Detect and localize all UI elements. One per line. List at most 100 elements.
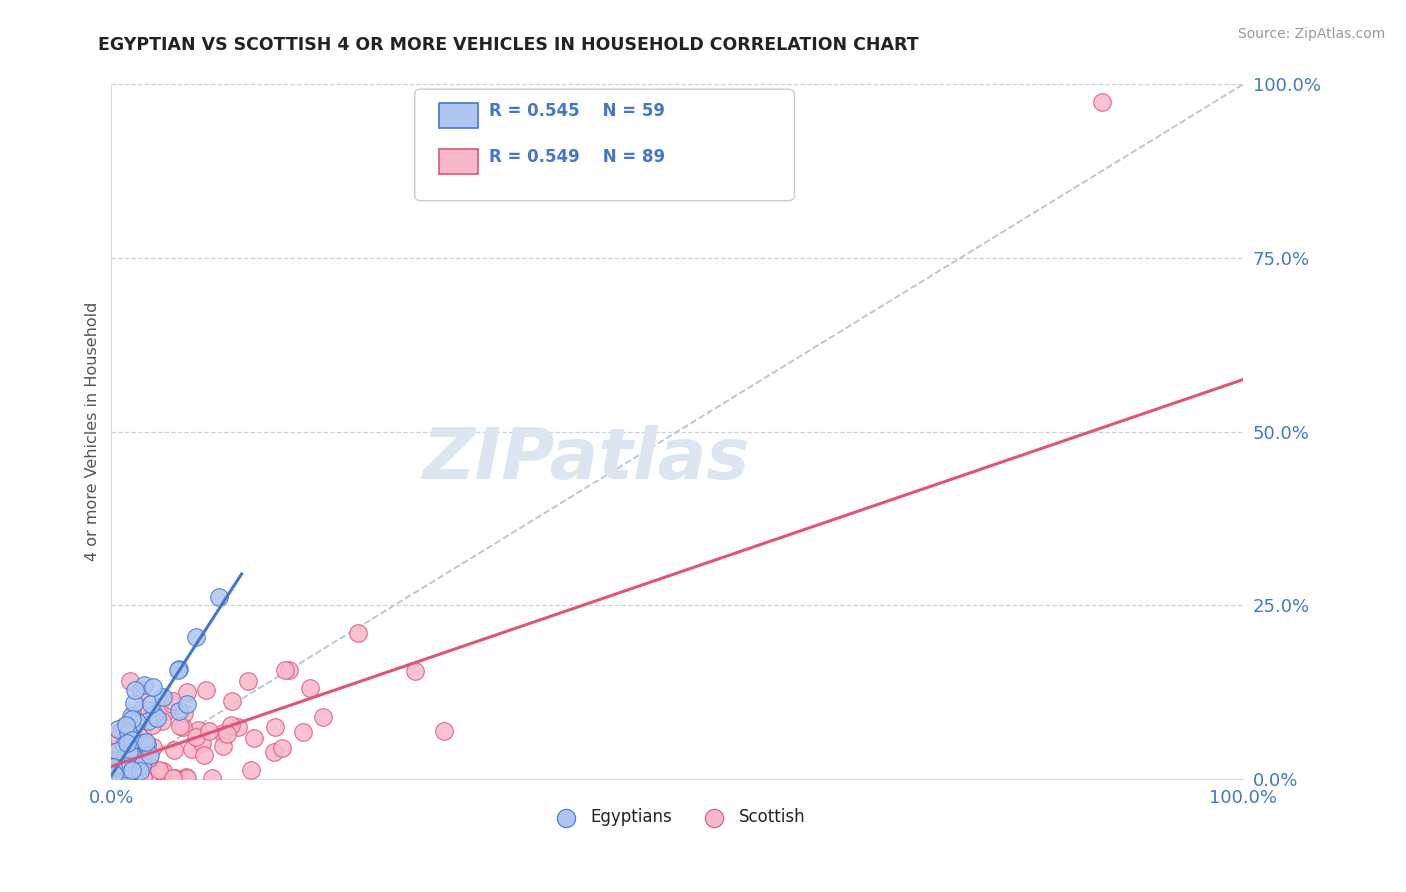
Point [176, 685, 198, 699]
Point [114, 737, 136, 751]
Point [110, 770, 132, 784]
Point [114, 771, 136, 785]
Point [122, 771, 145, 785]
Text: EGYPTIAN VS SCOTTISH 4 OR MORE VEHICLES IN HOUSEHOLD CORRELATION CHART: EGYPTIAN VS SCOTTISH 4 OR MORE VEHICLES … [98, 36, 920, 54]
Point [142, 680, 165, 694]
Point [111, 771, 134, 785]
Point [115, 771, 138, 785]
Point [167, 663, 190, 677]
Point [169, 704, 191, 718]
Point [187, 723, 209, 737]
Point [118, 745, 141, 759]
Point [120, 674, 142, 689]
Point [112, 732, 135, 747]
Point [118, 755, 141, 769]
Point [111, 771, 134, 785]
Point [101, 747, 124, 762]
Point [115, 717, 138, 731]
Point [121, 763, 143, 777]
Point [112, 734, 135, 748]
Point [115, 762, 138, 776]
Point [124, 683, 146, 698]
Point [103, 765, 125, 780]
Point [141, 718, 163, 732]
Point [160, 698, 183, 712]
Text: ZIPatlas: ZIPatlas [423, 425, 751, 494]
Point [212, 726, 235, 740]
Point [101, 771, 124, 785]
Point [103, 771, 125, 785]
Point [127, 749, 149, 764]
Text: Source: ZipAtlas.com: Source: ZipAtlas.com [1237, 27, 1385, 41]
Point [118, 728, 141, 742]
Point [404, 665, 426, 679]
Point [108, 771, 131, 785]
Point [132, 756, 155, 771]
Point [122, 740, 145, 755]
Point [108, 725, 131, 739]
Point [112, 768, 135, 782]
Point [105, 770, 128, 784]
Point [121, 712, 143, 726]
Point [104, 771, 127, 785]
Point [136, 714, 159, 729]
Point [103, 764, 125, 779]
Point [148, 763, 170, 777]
Point [219, 717, 242, 731]
Point [122, 696, 145, 710]
Point [264, 720, 287, 734]
Point [433, 724, 456, 739]
Point [347, 626, 370, 640]
Point [193, 747, 215, 762]
Point [105, 744, 128, 758]
Point [138, 748, 160, 763]
Point [138, 750, 160, 764]
Point [1090, 95, 1112, 109]
Point [197, 723, 219, 738]
Point [103, 744, 125, 758]
Legend: Egyptians, Scottish: Egyptians, Scottish [543, 802, 813, 833]
Point [155, 704, 177, 718]
Point [115, 736, 138, 750]
Point [221, 694, 243, 708]
Point [122, 726, 145, 740]
Point [136, 758, 159, 772]
Point [117, 761, 139, 775]
Point [134, 745, 156, 759]
Point [110, 746, 132, 760]
Point [184, 730, 207, 744]
Point [112, 738, 135, 752]
Point [124, 771, 146, 785]
Point [217, 727, 239, 741]
Point [208, 591, 231, 605]
Point [127, 714, 149, 729]
Point [162, 693, 184, 707]
Point [263, 745, 285, 759]
Point [117, 757, 139, 772]
Point [132, 771, 155, 785]
Point [162, 771, 184, 785]
Point [103, 770, 125, 784]
Point [107, 771, 129, 785]
Point [138, 703, 160, 717]
Point [103, 764, 125, 778]
Point [111, 770, 134, 784]
Point [212, 739, 235, 754]
Point [110, 771, 132, 785]
Point [131, 702, 153, 716]
Point [167, 662, 190, 676]
Text: R = 0.549    N = 89: R = 0.549 N = 89 [489, 148, 665, 166]
Point [136, 738, 159, 752]
Point [240, 763, 263, 777]
Point [120, 709, 142, 723]
Point [110, 771, 132, 785]
Text: R = 0.545    N = 59: R = 0.545 N = 59 [489, 102, 665, 120]
Point [103, 771, 125, 785]
Point [115, 747, 138, 762]
Point [114, 771, 136, 785]
Point [139, 698, 162, 712]
Point [115, 763, 138, 777]
Point [104, 754, 127, 768]
Point [118, 732, 141, 747]
Point [298, 681, 321, 695]
